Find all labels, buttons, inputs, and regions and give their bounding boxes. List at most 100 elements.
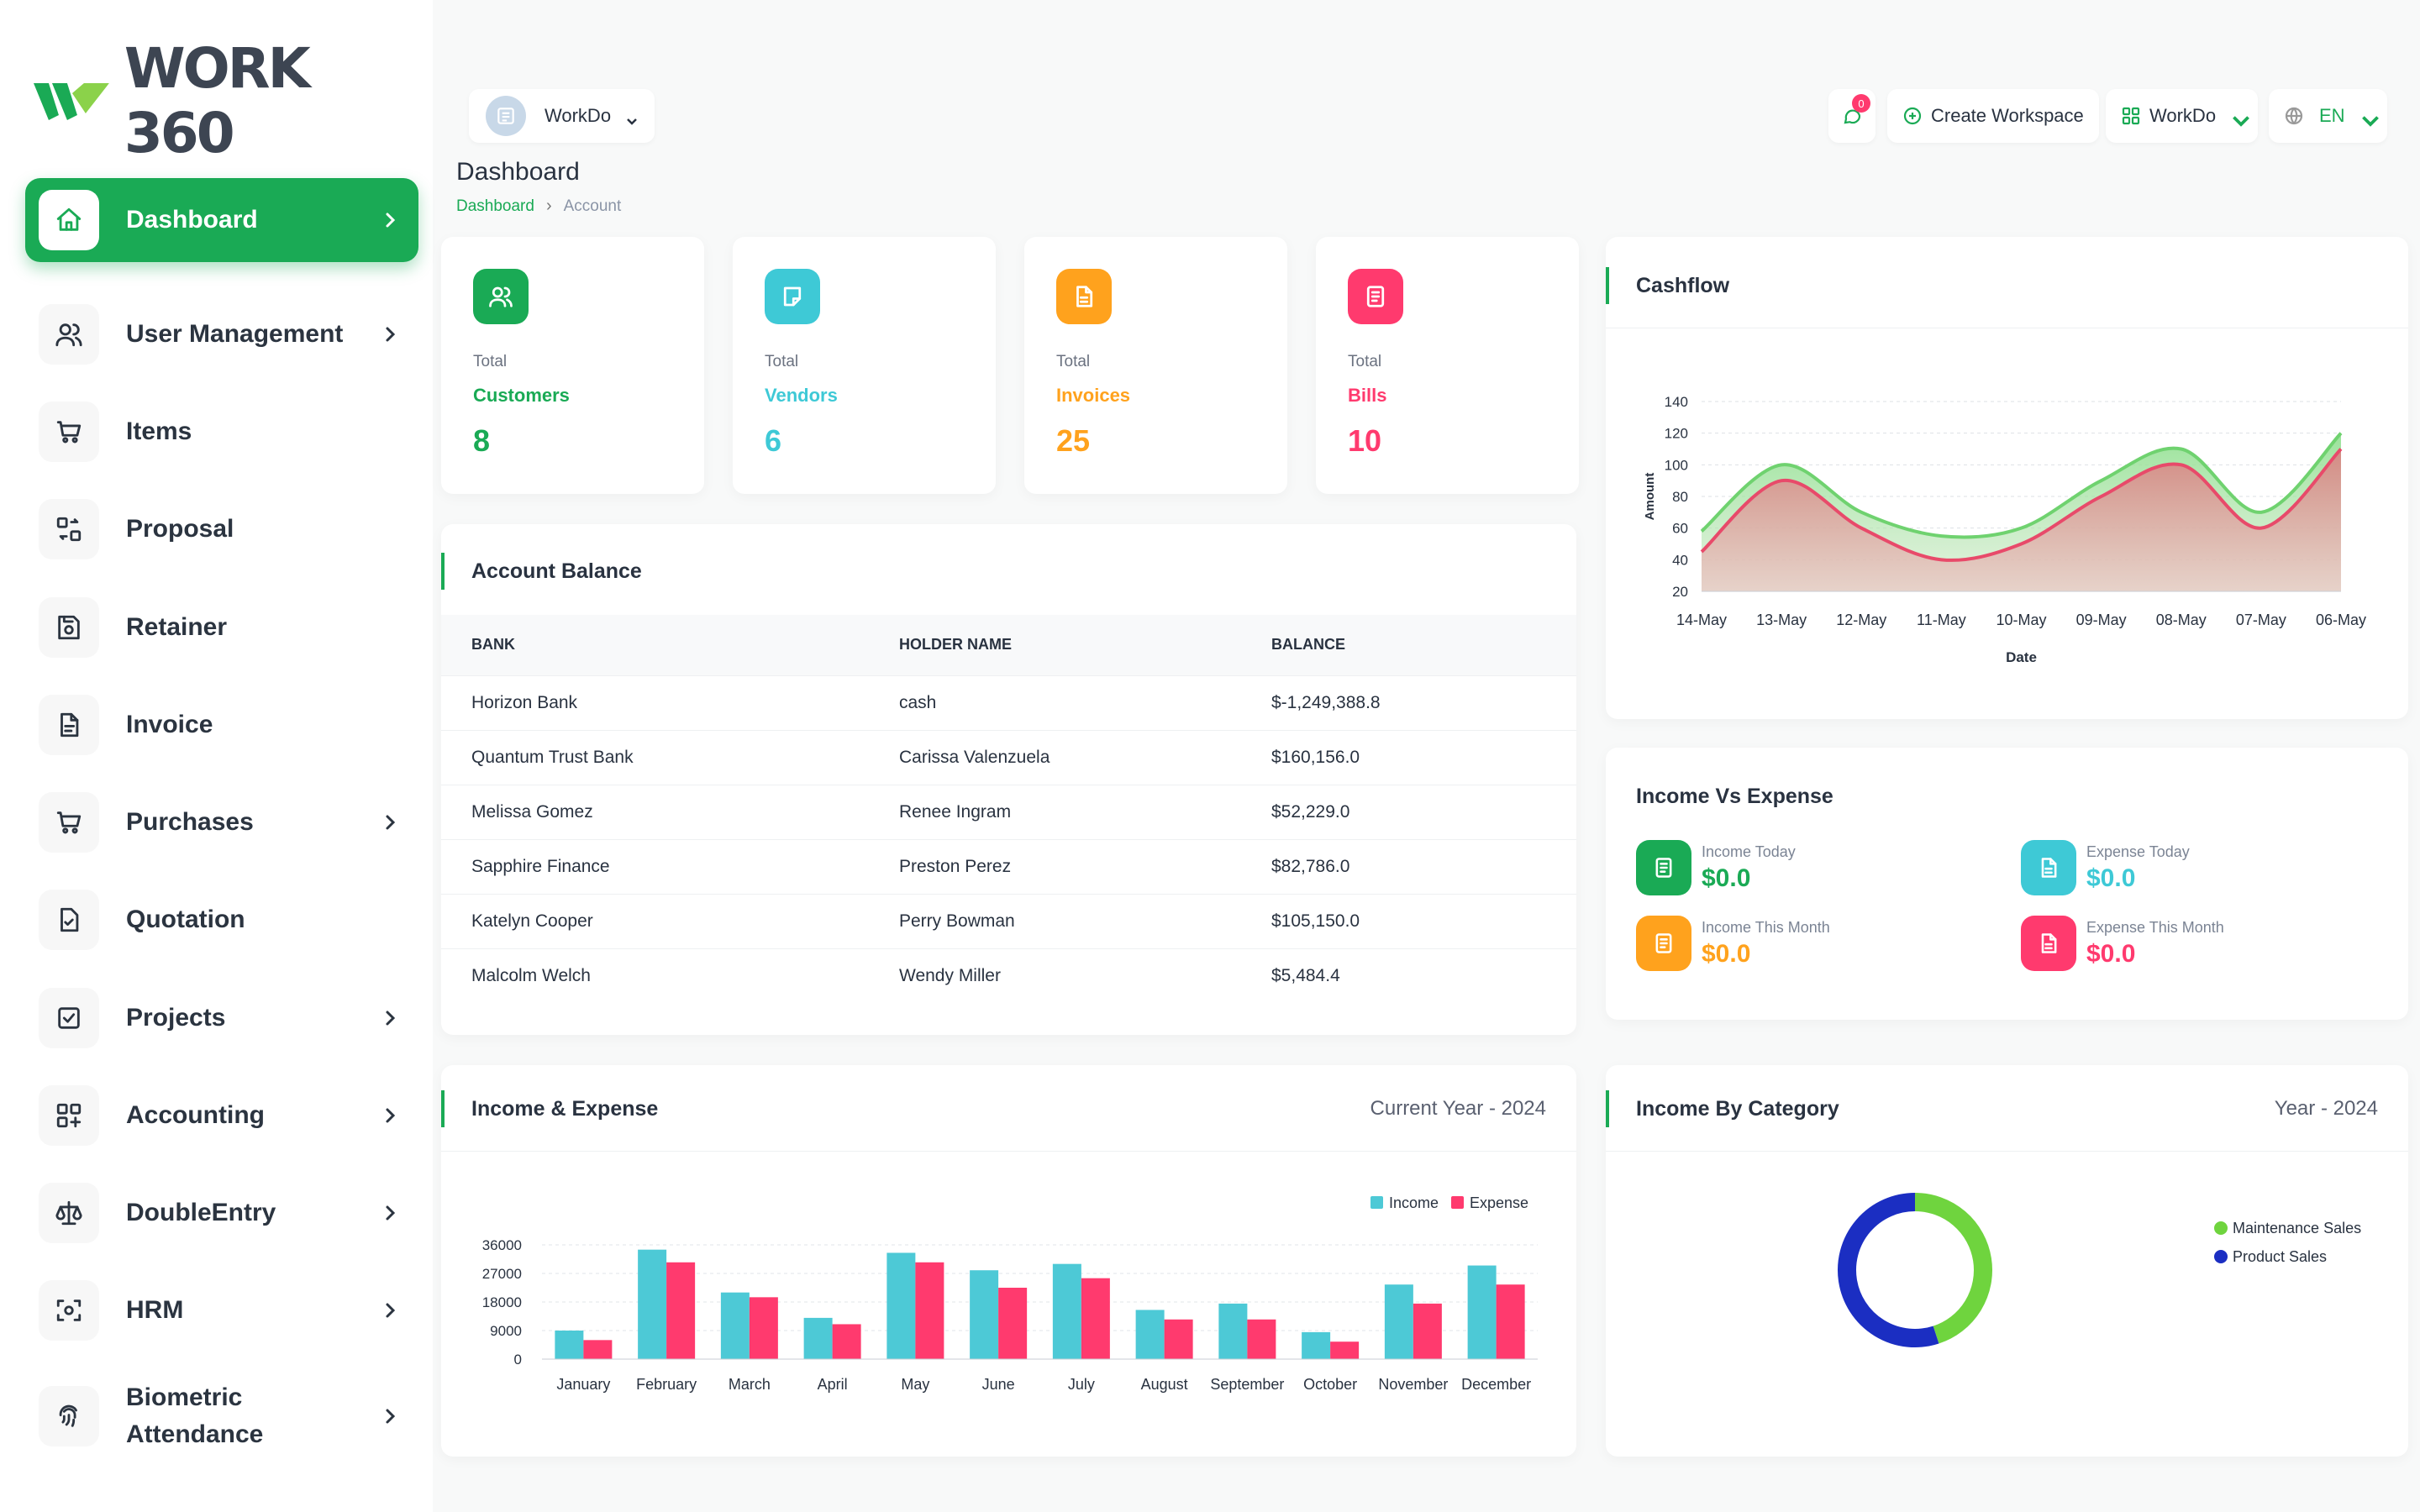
sidebar-item-label: HRM [126,1296,184,1324]
title-accent [441,553,445,590]
bar-income[interactable] [1135,1310,1165,1359]
bar-expense[interactable] [832,1324,861,1359]
bar-expense[interactable] [1081,1278,1110,1359]
bar-expense[interactable] [1496,1284,1525,1359]
title-accent [441,1090,445,1127]
sidebar-item-accounting[interactable]: Accounting [25,1074,418,1158]
pie-slice[interactable] [1838,1193,1939,1347]
income-vs-expense-card: Income Vs Expense Income Today $0.0 Expe… [1606,748,2408,1020]
x-tick-label: 07-May [2236,612,2286,628]
table-row: Horizon Bank cash $-1,249,388.8 [441,675,1576,730]
breadcrumb-dashboard[interactable]: Dashboard [456,197,534,215]
card-title: Income Vs Expense [1636,785,1833,808]
stat-card-vendors[interactable]: Total Vendors 6 [733,237,996,494]
sidebar-item-label: Biometric Attendance [126,1383,264,1448]
table-cell: Katelyn Cooper [441,893,869,948]
summary-value: $0.0 [2086,864,2136,892]
chevron-right-icon [373,1099,407,1132]
table-cell: $82,786.0 [1241,838,1576,894]
sidebar-item-items[interactable]: Items [25,390,418,474]
summary-value: $0.0 [2086,939,2136,968]
bar-expense[interactable] [998,1288,1028,1359]
bar-income[interactable] [1302,1331,1331,1359]
x-tick-label: 10-May [1996,612,2046,628]
y-tick-label: 0 [514,1352,522,1368]
sidebar-item-doubleentry[interactable]: DoubleEntry [25,1171,418,1255]
stat-total-label: Total [473,353,508,370]
legend-swatch [2214,1250,2228,1263]
bar-income[interactable] [555,1331,584,1359]
stat-total-label: Total [765,353,799,370]
sidebar-item-purchases[interactable]: Purchases [25,780,418,864]
chevron-right-icon [373,203,407,237]
file-text-icon [1056,269,1112,324]
table-cell: Wendy Miller [869,948,1241,1003]
y-tick-label: 80 [1672,489,1688,505]
bar-income[interactable] [638,1249,667,1359]
sidebar-item-projects[interactable]: Projects [25,976,418,1060]
summary-value: $0.0 [1702,939,1751,968]
bar-expense[interactable] [1330,1341,1360,1359]
sidebar-item-biometric-attendance[interactable]: Biometric Attendance [25,1366,418,1467]
sidebar-item-quotation[interactable]: Quotation [25,878,418,962]
table-cell: Renee Ingram [869,784,1241,839]
stat-name: Customers [473,385,570,406]
bar-expense[interactable] [915,1262,944,1359]
column-header: BANK [441,615,869,675]
app-logo[interactable]: WORK 360 [30,36,433,165]
bar-income[interactable] [803,1317,833,1359]
stat-card-bills[interactable]: Total Bills 10 [1316,237,1579,494]
bar-expense[interactable] [666,1262,696,1359]
x-tick-label: April [818,1376,848,1393]
workspace-menu-button[interactable]: WorkDo [2106,89,2259,143]
card-title: Income & Expense [471,1097,659,1121]
x-tick-label: May [901,1376,929,1393]
stat-card-customers[interactable]: Total Customers 8 [441,237,704,494]
cashflow-card: Cashflow 20 40 60 80 100 120 140 14-May 13-May 12… [1606,237,2408,719]
summary-item: Income Today $0.0 [1636,840,1796,895]
bar-income[interactable] [1052,1263,1081,1359]
legend-swatch [1451,1196,1464,1209]
bar-expense[interactable] [1413,1303,1442,1359]
table-cell: Melissa Gomez [441,784,869,839]
sidebar-item-user-management[interactable]: User Management [25,292,418,376]
x-tick-label: September [1210,1376,1284,1393]
language-selector[interactable]: EN [2269,89,2387,143]
stat-value: 6 [765,423,782,458]
x-tick-label: 09-May [2076,612,2127,628]
cart-icon [39,402,99,462]
stat-value: 25 [1056,423,1091,458]
bar-expense[interactable] [583,1340,613,1359]
sidebar-item-dashboard[interactable]: Dashboard [25,178,418,262]
area-series-line [1700,432,2343,539]
x-tick-label: January [556,1376,610,1393]
messages-button[interactable]: 0 [1828,89,1876,143]
y-tick-label: 120 [1665,426,1688,442]
pie-slice[interactable] [1914,1193,1992,1344]
sidebar-item-proposal[interactable]: Proposal [25,487,418,571]
sidebar-item-invoice[interactable]: Invoice [25,683,418,767]
y-tick-label: 9000 [490,1323,522,1339]
table-row: Katelyn Cooper Perry Bowman $105,150.0 [441,893,1576,948]
language-label: EN [2319,105,2345,126]
chevron-right-icon [373,1001,407,1035]
stat-total-label: Total [1056,353,1091,370]
sidebar-item-retainer[interactable]: Retainer [25,585,418,669]
breadcrumb-account: Account [563,197,622,215]
bar-expense[interactable] [1247,1319,1276,1359]
bar-income[interactable] [886,1252,916,1359]
bar-income[interactable] [1218,1303,1248,1359]
legend-label: Maintenance Sales [2233,1220,2361,1236]
workspace-selector[interactable]: WorkDo [469,89,655,143]
bar-income[interactable] [970,1270,999,1359]
stat-card-invoices[interactable]: Total Invoices 25 [1024,237,1287,494]
sidebar-item-hrm[interactable]: HRM [25,1268,418,1352]
bar-income[interactable] [1467,1265,1497,1359]
card-title: Account Balance [471,559,642,583]
bar-expense[interactable] [1164,1319,1193,1359]
create-workspace-button[interactable]: Create Workspace [1887,89,2099,143]
cart-icon [39,792,99,853]
bar-income[interactable] [720,1292,750,1359]
bar-income[interactable] [1384,1284,1413,1359]
bar-expense[interactable] [749,1297,778,1359]
